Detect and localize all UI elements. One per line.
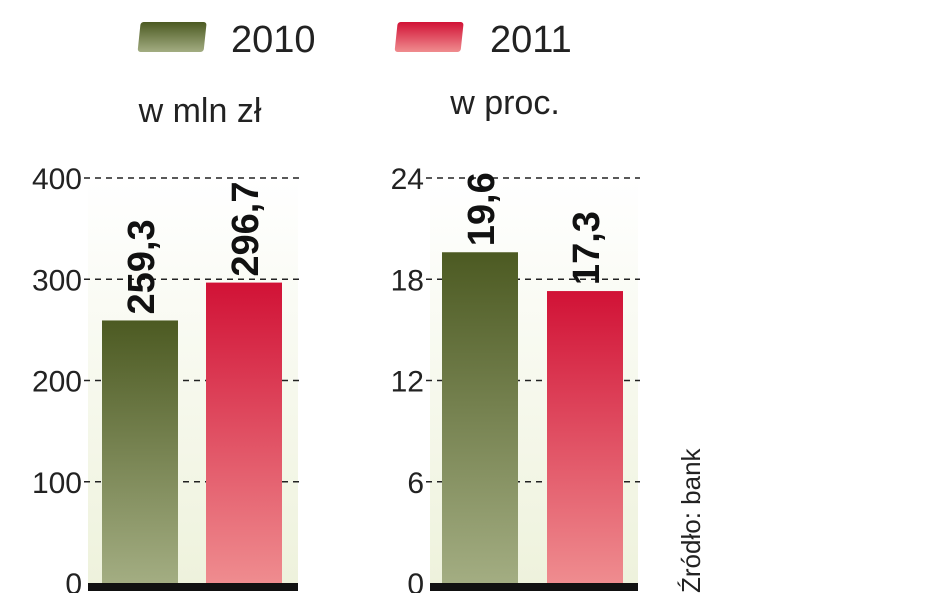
legend: 2010 2011 xyxy=(137,19,572,61)
y-tick-label-mln-2: 200 xyxy=(32,366,82,399)
legend-swatch-2010 xyxy=(137,22,207,52)
source-note: Źródło: bank xyxy=(676,447,706,593)
y-tick-label-proc-0: 0 xyxy=(407,568,424,593)
bar-mln-2011 xyxy=(206,282,282,583)
legend-swatch-2011 xyxy=(394,22,464,52)
panel-title-proc: w proc. xyxy=(449,84,560,122)
value-label-proc-2010: 19,6 xyxy=(461,172,503,246)
value-label-proc-2011: 17,3 xyxy=(566,211,608,285)
baseline-proc xyxy=(430,583,638,591)
value-label-mln-2010: 259,3 xyxy=(121,219,163,314)
legend-label-2010: 2010 xyxy=(231,19,316,61)
baseline-mln xyxy=(88,583,298,591)
bar-mln-2010 xyxy=(102,320,178,583)
legend-label-2011: 2011 xyxy=(490,19,572,61)
y-tick-label-proc-2: 12 xyxy=(391,366,424,399)
bar-proc-2011 xyxy=(547,291,623,583)
panel-title-mln: w mln zł xyxy=(138,92,262,130)
y-tick-label-mln-0: 0 xyxy=(65,568,82,593)
chart-panel-mln: w mln zł 0 100 200 300 400 259,3 296,7 xyxy=(32,92,300,593)
y-tick-label-mln-1: 100 xyxy=(32,467,82,500)
y-tick-label-proc-3: 18 xyxy=(391,264,424,297)
y-tick-label-mln-4: 400 xyxy=(32,163,82,196)
bar-proc-2010 xyxy=(442,252,518,583)
y-tick-label-proc-1: 6 xyxy=(407,467,424,500)
chart-panel-proc: w proc. 0 6 12 18 24 19,6 17,3 xyxy=(391,84,640,593)
y-tick-label-proc-4: 24 xyxy=(391,163,424,196)
value-label-mln-2011: 296,7 xyxy=(225,181,267,276)
y-tick-label-mln-3: 300 xyxy=(32,264,82,297)
